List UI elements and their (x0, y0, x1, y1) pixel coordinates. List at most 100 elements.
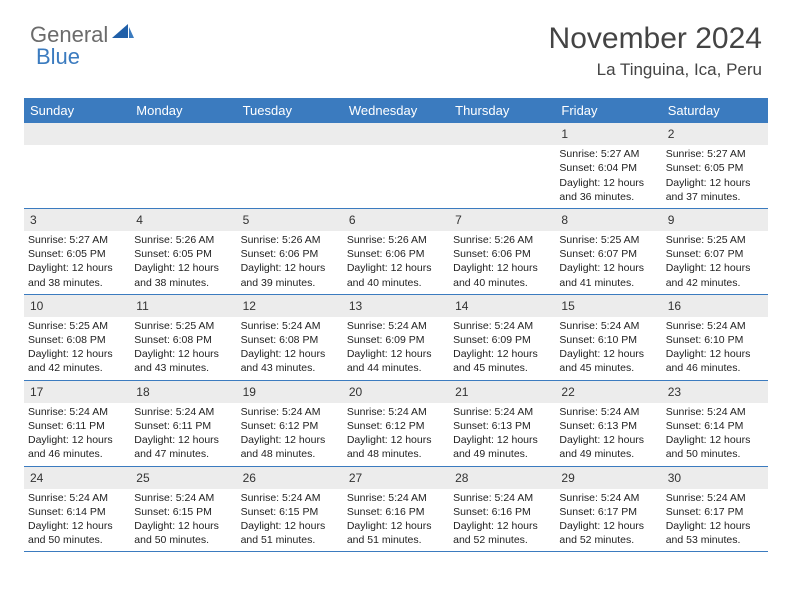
sunrise-text: Sunrise: 5:24 AM (559, 319, 657, 333)
day-number: 14 (449, 295, 555, 317)
sunrise-text: Sunrise: 5:24 AM (666, 491, 764, 505)
day-cell: 15Sunrise: 5:24 AMSunset: 6:10 PMDayligh… (555, 295, 661, 380)
day-header: Sunday (24, 98, 130, 123)
daylight-text: Daylight: 12 hours and 43 minutes. (134, 347, 232, 375)
calendar-body: .....1Sunrise: 5:27 AMSunset: 6:04 PMDay… (24, 123, 768, 552)
daylight-text: Daylight: 12 hours and 39 minutes. (241, 261, 339, 289)
day-cell: 21Sunrise: 5:24 AMSunset: 6:13 PMDayligh… (449, 381, 555, 466)
sunset-text: Sunset: 6:12 PM (347, 419, 445, 433)
day-details: Sunrise: 5:24 AMSunset: 6:13 PMDaylight:… (449, 403, 555, 466)
sunset-text: Sunset: 6:13 PM (559, 419, 657, 433)
sunrise-text: Sunrise: 5:27 AM (28, 233, 126, 247)
day-number: 17 (24, 381, 130, 403)
day-number: 30 (662, 467, 768, 489)
day-header: Tuesday (237, 98, 343, 123)
day-number: 1 (555, 123, 661, 145)
sunset-text: Sunset: 6:13 PM (453, 419, 551, 433)
sunset-text: Sunset: 6:14 PM (666, 419, 764, 433)
day-cell: 22Sunrise: 5:24 AMSunset: 6:13 PMDayligh… (555, 381, 661, 466)
day-details: Sunrise: 5:24 AMSunset: 6:08 PMDaylight:… (237, 317, 343, 380)
day-number: 4 (130, 209, 236, 231)
day-details: Sunrise: 5:25 AMSunset: 6:08 PMDaylight:… (130, 317, 236, 380)
day-details: Sunrise: 5:24 AMSunset: 6:16 PMDaylight:… (343, 489, 449, 552)
sunset-text: Sunset: 6:07 PM (559, 247, 657, 261)
day-number: 18 (130, 381, 236, 403)
day-number: 12 (237, 295, 343, 317)
sunset-text: Sunset: 6:16 PM (347, 505, 445, 519)
logo: General Blue (30, 22, 134, 48)
daylight-text: Daylight: 12 hours and 50 minutes. (28, 519, 126, 547)
daylight-text: Daylight: 12 hours and 42 minutes. (28, 347, 126, 375)
day-number: 22 (555, 381, 661, 403)
sunrise-text: Sunrise: 5:27 AM (559, 147, 657, 161)
day-cell: 9Sunrise: 5:25 AMSunset: 6:07 PMDaylight… (662, 209, 768, 294)
sunrise-text: Sunrise: 5:25 AM (559, 233, 657, 247)
day-details: Sunrise: 5:25 AMSunset: 6:07 PMDaylight:… (555, 231, 661, 294)
day-cell: 28Sunrise: 5:24 AMSunset: 6:16 PMDayligh… (449, 467, 555, 552)
daylight-text: Daylight: 12 hours and 42 minutes. (666, 261, 764, 289)
daylight-text: Daylight: 12 hours and 52 minutes. (453, 519, 551, 547)
sunset-text: Sunset: 6:08 PM (241, 333, 339, 347)
day-cell: 14Sunrise: 5:24 AMSunset: 6:09 PMDayligh… (449, 295, 555, 380)
day-header: Monday (130, 98, 236, 123)
sunrise-text: Sunrise: 5:24 AM (666, 319, 764, 333)
day-cell: 4Sunrise: 5:26 AMSunset: 6:05 PMDaylight… (130, 209, 236, 294)
day-number: 3 (24, 209, 130, 231)
sunrise-text: Sunrise: 5:27 AM (666, 147, 764, 161)
day-details: Sunrise: 5:24 AMSunset: 6:14 PMDaylight:… (24, 489, 130, 552)
day-number: 16 (662, 295, 768, 317)
day-number: 6 (343, 209, 449, 231)
day-details: Sunrise: 5:24 AMSunset: 6:10 PMDaylight:… (662, 317, 768, 380)
day-cell: 7Sunrise: 5:26 AMSunset: 6:06 PMDaylight… (449, 209, 555, 294)
day-number: 23 (662, 381, 768, 403)
day-cell: 17Sunrise: 5:24 AMSunset: 6:11 PMDayligh… (24, 381, 130, 466)
day-details: Sunrise: 5:27 AMSunset: 6:05 PMDaylight:… (662, 145, 768, 208)
sunrise-text: Sunrise: 5:24 AM (453, 405, 551, 419)
day-cell: . (24, 123, 130, 208)
daylight-text: Daylight: 12 hours and 48 minutes. (347, 433, 445, 461)
daylight-text: Daylight: 12 hours and 50 minutes. (134, 519, 232, 547)
sunrise-text: Sunrise: 5:25 AM (28, 319, 126, 333)
week-row: 3Sunrise: 5:27 AMSunset: 6:05 PMDaylight… (24, 208, 768, 294)
day-details: Sunrise: 5:24 AMSunset: 6:15 PMDaylight:… (130, 489, 236, 552)
sunset-text: Sunset: 6:11 PM (134, 419, 232, 433)
sunset-text: Sunset: 6:05 PM (666, 161, 764, 175)
day-cell: 19Sunrise: 5:24 AMSunset: 6:12 PMDayligh… (237, 381, 343, 466)
day-number: 11 (130, 295, 236, 317)
day-details: Sunrise: 5:24 AMSunset: 6:09 PMDaylight:… (449, 317, 555, 380)
day-header: Wednesday (343, 98, 449, 123)
month-title: November 2024 (24, 22, 762, 56)
daylight-text: Daylight: 12 hours and 44 minutes. (347, 347, 445, 375)
logo-text-blue: Blue (36, 44, 80, 70)
sunset-text: Sunset: 6:07 PM (666, 247, 764, 261)
title-block: November 2024 La Tinguina, Ica, Peru (24, 22, 762, 80)
week-row: 24Sunrise: 5:24 AMSunset: 6:14 PMDayligh… (24, 466, 768, 552)
day-number: 9 (662, 209, 768, 231)
sunset-text: Sunset: 6:09 PM (347, 333, 445, 347)
day-cell: . (130, 123, 236, 208)
day-cell: 29Sunrise: 5:24 AMSunset: 6:17 PMDayligh… (555, 467, 661, 552)
daylight-text: Daylight: 12 hours and 41 minutes. (559, 261, 657, 289)
day-number: 20 (343, 381, 449, 403)
day-cell: . (449, 123, 555, 208)
sunrise-text: Sunrise: 5:26 AM (453, 233, 551, 247)
week-row: 10Sunrise: 5:25 AMSunset: 6:08 PMDayligh… (24, 294, 768, 380)
daylight-text: Daylight: 12 hours and 37 minutes. (666, 176, 764, 204)
day-details: Sunrise: 5:24 AMSunset: 6:13 PMDaylight:… (555, 403, 661, 466)
daylight-text: Daylight: 12 hours and 40 minutes. (347, 261, 445, 289)
day-details: Sunrise: 5:24 AMSunset: 6:10 PMDaylight:… (555, 317, 661, 380)
day-details: Sunrise: 5:25 AMSunset: 6:07 PMDaylight:… (662, 231, 768, 294)
day-cell: 16Sunrise: 5:24 AMSunset: 6:10 PMDayligh… (662, 295, 768, 380)
day-number: 21 (449, 381, 555, 403)
day-details: Sunrise: 5:24 AMSunset: 6:15 PMDaylight:… (237, 489, 343, 552)
day-cell: . (343, 123, 449, 208)
day-details: Sunrise: 5:24 AMSunset: 6:17 PMDaylight:… (662, 489, 768, 552)
sunrise-text: Sunrise: 5:24 AM (453, 491, 551, 505)
day-cell: 20Sunrise: 5:24 AMSunset: 6:12 PMDayligh… (343, 381, 449, 466)
day-details: Sunrise: 5:24 AMSunset: 6:17 PMDaylight:… (555, 489, 661, 552)
daylight-text: Daylight: 12 hours and 45 minutes. (559, 347, 657, 375)
day-number: 19 (237, 381, 343, 403)
day-details: Sunrise: 5:24 AMSunset: 6:12 PMDaylight:… (237, 403, 343, 466)
day-cell: 10Sunrise: 5:25 AMSunset: 6:08 PMDayligh… (24, 295, 130, 380)
daylight-text: Daylight: 12 hours and 48 minutes. (241, 433, 339, 461)
